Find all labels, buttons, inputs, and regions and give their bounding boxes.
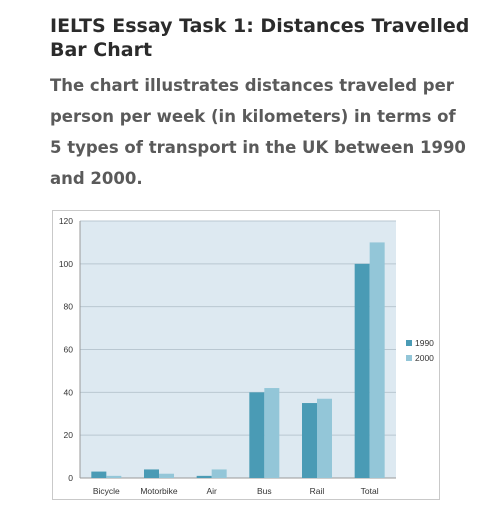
bar-motorbike-1990 [144,469,159,478]
y-tick-label: 120 [59,216,73,226]
x-tick-label: Bus [257,486,272,496]
chart-description: The chart illustrates distances traveled… [50,76,466,188]
bar-rail-1990 [302,403,317,478]
y-tick-label: 40 [64,387,74,397]
bar-total-1990 [354,263,370,478]
x-tick-label: Rail [310,486,325,496]
x-tick-label: Motorbike [140,486,178,496]
bar-total-2000 [369,242,385,478]
bar-air-2000 [211,469,227,478]
x-tick-label: Air [206,486,217,496]
y-tick-label: 20 [64,430,74,440]
legend-swatch-2000 [406,355,412,361]
bar-bus-2000 [264,388,280,478]
y-tick-label: 100 [59,259,73,269]
legend-swatch-1990 [406,340,412,346]
bar-bicycle-1990 [91,471,107,478]
bar-bicycle-2000 [106,475,122,478]
legend-label-2000: 2000 [415,353,434,363]
bar-rail-2000 [317,398,332,478]
page-title: IELTS Essay Task 1: Distances Travelled … [50,15,470,61]
x-tick-label: Bicycle [93,486,120,496]
y-tick-label: 0 [68,473,73,483]
y-tick-label: 60 [64,345,74,355]
bar-motorbike-2000 [159,473,174,478]
x-tick-label: Total [361,486,379,496]
legend-label-1990: 1990 [415,338,434,348]
bar-air-1990 [196,475,212,478]
bar-bus-1990 [249,392,265,478]
y-tick-label: 80 [64,302,74,312]
bar-chart: 0 20 40 60 80 100 120 Bicycle Motorbike Air Bus Rai… [59,216,434,496]
